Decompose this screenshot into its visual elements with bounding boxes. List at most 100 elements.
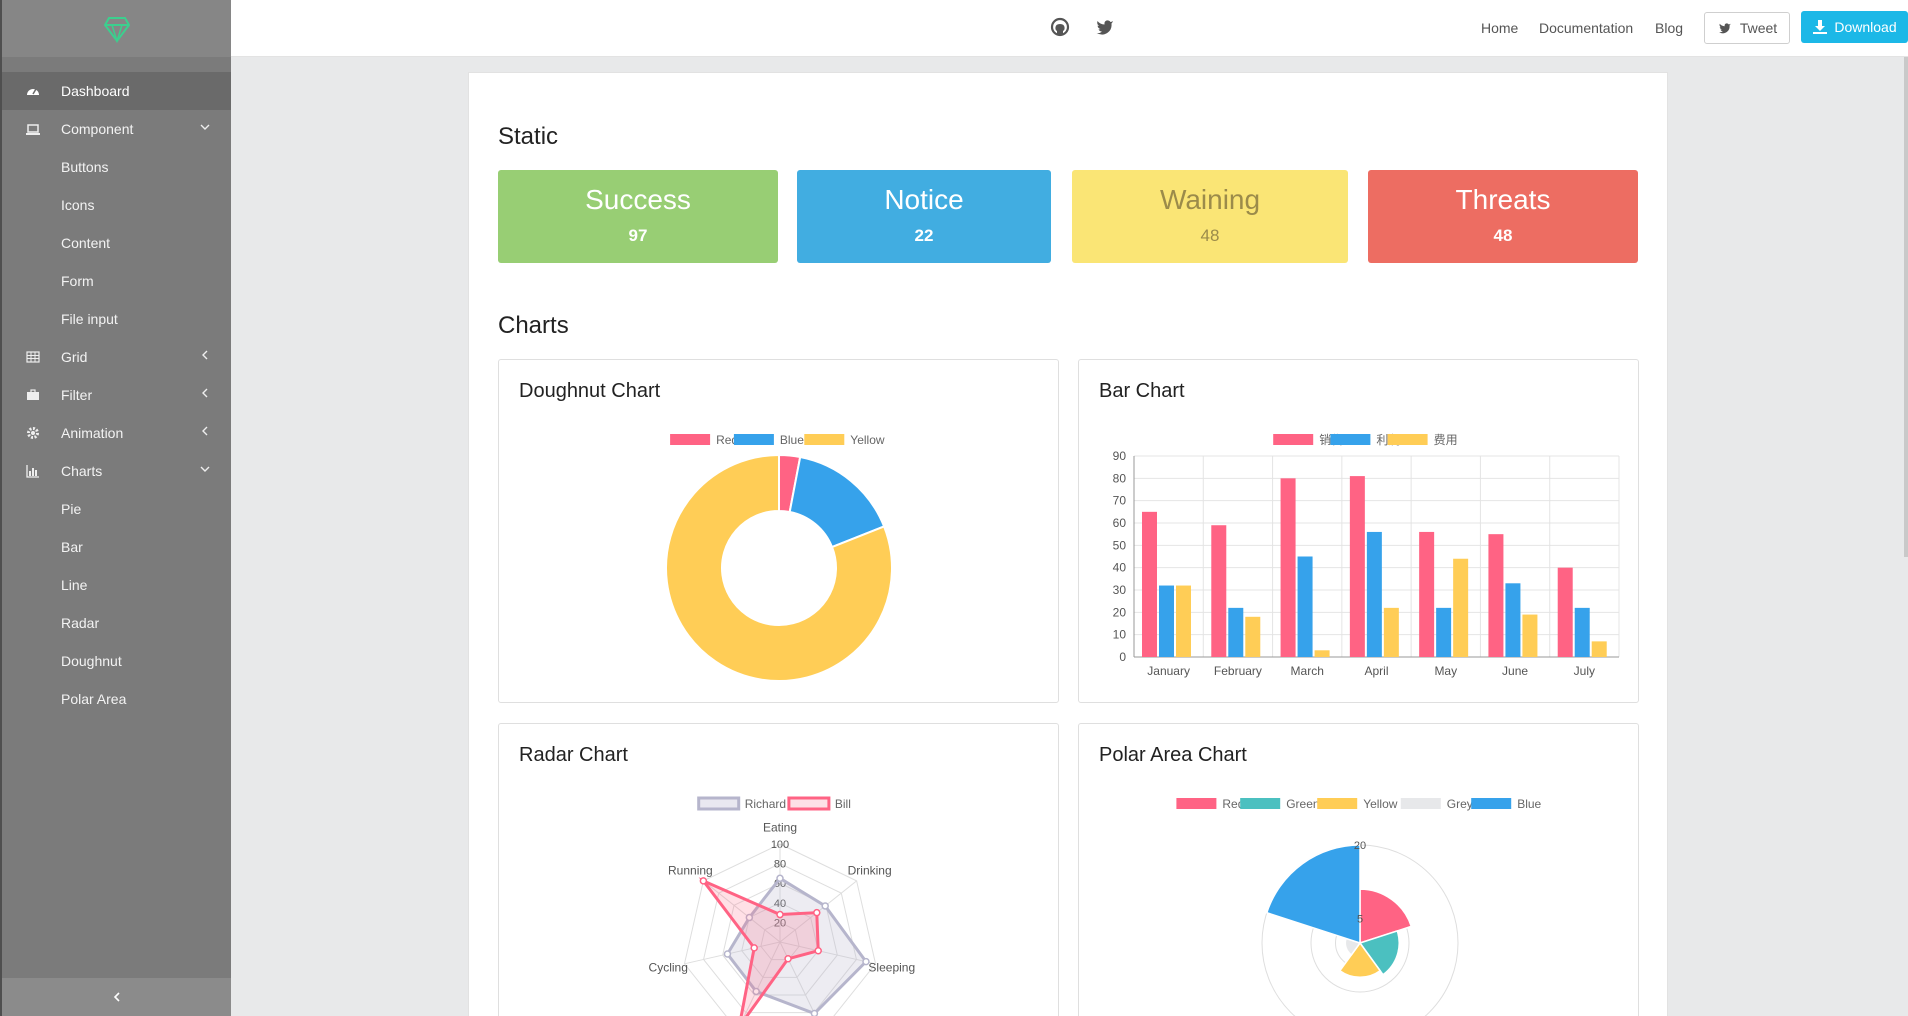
chevron-left-icon [202,350,208,360]
stat-card-notice: Notice 22 [797,170,1051,263]
legend-label: Red [1222,797,1244,811]
sidebar-item-filter[interactable]: Filter [2,376,231,414]
radar-point [745,913,754,922]
y-tick-label: 70 [1113,494,1127,508]
bar [1142,511,1157,657]
doughnut-chart: Red Blue Yellow [665,433,893,682]
sidebar-item-line[interactable]: Line [2,566,231,604]
stat-card-success: Success 97 [498,170,778,263]
sidebar-item-radar[interactable]: Radar [2,604,231,642]
sidebar-logo[interactable] [2,0,231,57]
stat-value: 48 [1200,226,1220,245]
radar-chart: RichardBill20406080100EatingDrinkingSlee… [649,796,915,1016]
bar [1505,583,1521,657]
sidebar-item-content[interactable]: Content [2,224,231,262]
legend-label: Blue [1517,797,1541,811]
radar-chart-card: RichardBill20406080100EatingDrinkingSlee… [498,723,1059,1016]
sidebar-item-label: Charts [61,463,103,479]
bar [1419,531,1435,657]
stat-card-threats: Threats 48 [1368,170,1638,263]
radar-spoke [703,880,781,943]
legend-label: 费用 [1434,433,1458,447]
sidebar-item-label: Pie [61,501,82,517]
main-content-panel: Static Success 97 Notice 22 Waining 48 T… [468,72,1668,1016]
bar [1211,525,1227,657]
radar-axis-label: Drinking [848,864,892,878]
polar-area-chart-card: Red Green Yellow Grey Blue 5 20 Polar Area Cha… [1078,723,1639,1016]
nav-link-blog[interactable]: Blog [1655,20,1684,36]
stat-value: 97 [628,226,648,245]
grid-icon [26,351,40,363]
card-title: Radar Chart [519,744,628,766]
sidebar-item-pie[interactable]: Pie [2,490,231,528]
nav-link-home[interactable]: Home [1481,20,1519,36]
page-scrollbar[interactable] [1904,57,1908,557]
tweet-button[interactable]: Tweet [1704,12,1790,44]
dashboard-icon [27,88,39,95]
card-title: Bar Chart [1099,380,1185,402]
radar-point [813,908,821,917]
bar [1488,534,1504,657]
stat-card-warning: Waining 48 [1072,170,1348,263]
stat-title: Waining [1159,184,1261,215]
bar [1349,476,1365,657]
sidebar-item-grid[interactable]: Grid [2,338,231,376]
bar [1297,556,1313,657]
bar [1159,585,1174,657]
legend-swatch [1317,798,1358,809]
x-tick-label: January [1147,664,1190,678]
polar-tick-label: 20 [1354,840,1366,852]
bar-chart-icon [26,465,39,478]
sidebar-item-dashboard[interactable]: Dashboard [2,72,231,110]
sidebar-item-doughnut[interactable]: Doughnut [2,642,231,680]
sidebar-item-form[interactable]: Form [2,262,231,300]
radar-series-area [725,876,868,1016]
bar [1314,650,1330,657]
sidebar-item-polar-area[interactable]: Polar Area [2,680,231,718]
radar-axis-label: Cycling [649,961,688,975]
sidebar-item-label: Dashboard [61,83,130,99]
sidebar-item-buttons[interactable]: Buttons [2,148,231,186]
radar-point [776,874,784,883]
sidebar-item-label: Doughnut [61,653,122,669]
sidebar-item-animation[interactable]: Animation [2,414,231,452]
bar [1591,641,1607,657]
sidebar-item-label: Radar [61,615,100,631]
legend-label: Blue [780,433,804,447]
polar-slice [1359,888,1413,945]
download-icon [1813,20,1828,34]
bar [1383,607,1399,657]
legend-label: Yellow [1363,797,1398,811]
twitter-icon[interactable] [1095,17,1115,37]
polar-slice [1338,941,1382,978]
y-tick-label: 10 [1113,628,1127,642]
sidebar-collapse-button[interactable] [2,978,231,1016]
radar-point [776,910,784,919]
chevron-left-icon [202,388,208,398]
radar-point [750,944,758,952]
bar [1436,607,1452,657]
radar-spoke [779,941,876,965]
sidebar-item-file-input[interactable]: File input [2,300,231,338]
laptop-icon [26,124,40,135]
sidebar-item-icons[interactable]: Icons [2,186,231,224]
sidebar-item-bar[interactable]: Bar [2,528,231,566]
chevron-left-icon [202,426,208,436]
y-tick-label: 60 [1113,516,1127,530]
radar-axis-label: Sleeping [868,961,915,975]
legend-swatch [1471,798,1512,809]
nav-link-documentation[interactable]: Documentation [1539,20,1634,36]
download-button[interactable]: Download [1801,11,1908,43]
sidebar-item-component[interactable]: Component [2,110,231,148]
sidebar-item-charts[interactable]: Charts [2,452,231,490]
bar [1574,607,1590,657]
polar-slice [1265,844,1361,945]
download-label: Download [1834,19,1897,35]
legend-swatch [1240,798,1281,809]
github-icon[interactable] [1050,17,1070,37]
legend-label: Richard [745,797,786,811]
static-section-title: Static [498,123,559,150]
x-tick-label: March [1291,664,1324,678]
sidebar-item-label: Icons [61,197,95,213]
x-tick-label: February [1214,664,1262,678]
